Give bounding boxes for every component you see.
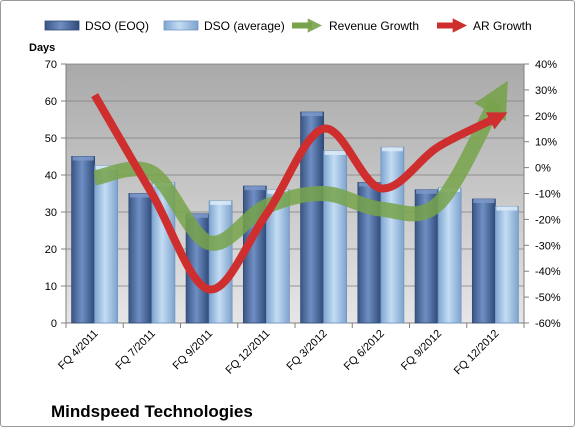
x-tick-label: FQ 9/2011	[171, 328, 216, 373]
legend-swatch-dso-eoq	[44, 20, 80, 31]
bar-top-dso-average	[324, 150, 346, 155]
y2-tick-label: -60%	[535, 318, 561, 330]
y2-tick-label: 20%	[535, 111, 557, 123]
y-tick-label: 0	[51, 318, 57, 330]
x-tick-label: FQ 4/2011	[56, 328, 101, 373]
bar-top-dso-eoq	[187, 213, 209, 218]
line-revenue-growth	[93, 80, 508, 251]
legend-label-revenue-growth: Revenue Growth	[329, 19, 419, 33]
y-tick-label: 30	[45, 207, 57, 219]
bar-top-dso-eoq	[301, 112, 323, 117]
bar-dso-eoq	[128, 193, 153, 324]
bar-top-dso-eoq	[244, 186, 266, 191]
bar-dso-average	[380, 146, 405, 324]
legend-item-ar-growth: AR Growth	[437, 18, 532, 33]
legend-label-dso-eoq: DSO (EOQ)	[85, 19, 149, 33]
line-ar-growth	[91, 93, 508, 294]
legend-item-dso-eoq: DSO (EOQ)	[44, 19, 149, 33]
y2-tick-label: -50%	[535, 292, 561, 304]
y2-tick-label: -20%	[535, 214, 561, 226]
y-tick-label: 10	[45, 281, 57, 293]
legend-label-dso-average: DSO (average)	[204, 19, 285, 33]
y2-tick-label: 30%	[535, 85, 557, 97]
bar-top-dso-eoq	[473, 199, 495, 204]
legend-item-revenue-growth: Revenue Growth	[292, 18, 419, 33]
y-axis-title: Days	[29, 42, 55, 54]
bar-dso-eoq	[471, 198, 496, 324]
y-tick-label: 70	[45, 59, 57, 71]
y-tick-label: 60	[45, 96, 57, 108]
bar-dso-average	[208, 200, 233, 324]
legend-item-dso-average: DSO (average)	[163, 19, 285, 33]
x-tick-label: FQ 12/2012	[452, 328, 502, 378]
y2-tick-label: -40%	[535, 266, 561, 278]
y2-tick-label: 0%	[535, 163, 551, 175]
bar-top-dso-eoq	[72, 156, 94, 161]
x-tick-label: FQ 9/2012	[399, 328, 444, 373]
y-tick-label: 50	[45, 133, 57, 145]
x-tick-label: FQ 3/2012	[285, 328, 330, 373]
bar-top-dso-eoq	[129, 193, 151, 198]
legend: DSO (EOQ) DSO (average) Revenue Growth A…	[44, 18, 532, 33]
bar-top-dso-average	[210, 200, 232, 205]
bar-top-dso-average	[496, 206, 518, 211]
x-tick-label: FQ 12/2011	[224, 328, 273, 377]
y2-tick-label: -30%	[535, 240, 561, 252]
y2-tick-label: 10%	[535, 137, 557, 149]
y2-tick-label: -10%	[535, 189, 561, 201]
bar-dso-eoq	[71, 156, 96, 324]
x-tick-label: FQ 7/2011	[113, 328, 158, 373]
bar-top-dso-average	[381, 147, 403, 152]
y-tick-label: 40	[45, 170, 57, 182]
bar-dso-average	[323, 150, 348, 324]
chart-title: Mindspeed Technologies	[51, 402, 253, 421]
bar-dso-average	[494, 206, 519, 324]
y2-tick-label: 40%	[535, 59, 557, 71]
bar-dso-average	[94, 165, 119, 324]
legend-label-ar-growth: AR Growth	[473, 19, 532, 33]
legend-swatch-dso-average	[163, 20, 199, 31]
bar-top-dso-eoq	[416, 189, 438, 194]
y-tick-label: 20	[45, 244, 57, 256]
x-tick-label: FQ 6/2012	[342, 328, 387, 373]
